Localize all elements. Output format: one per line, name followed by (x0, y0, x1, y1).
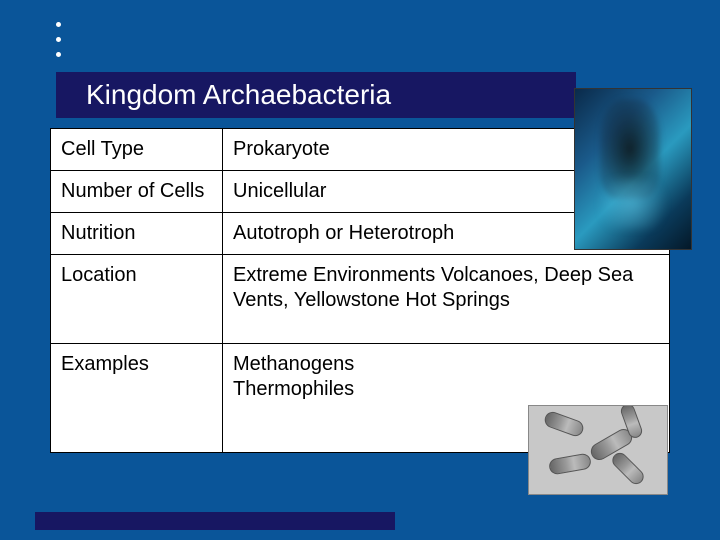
bullet-dot (56, 22, 61, 27)
table-row: Location Extreme Environments Volcanoes,… (51, 255, 669, 344)
slide-title: Kingdom Archaebacteria (86, 79, 391, 111)
row-label: Examples (51, 344, 223, 452)
row-label: Cell Type (51, 129, 223, 170)
title-bar: Kingdom Archaebacteria (56, 72, 576, 118)
bacteria-rod (548, 452, 592, 475)
footer-bar (35, 512, 395, 530)
row-label: Location (51, 255, 223, 343)
row-value: Extreme Environments Volcanoes, Deep Sea… (223, 255, 669, 343)
bullet-dot (56, 37, 61, 42)
bacteria-rod (609, 450, 646, 487)
row-label: Number of Cells (51, 171, 223, 212)
bullet-decorations (56, 22, 61, 57)
bacteria-micrograph-image (528, 405, 668, 495)
row-label: Nutrition (51, 213, 223, 254)
bullet-dot (56, 52, 61, 57)
deep-sea-vent-image (574, 88, 692, 250)
bacteria-rod (542, 410, 585, 439)
